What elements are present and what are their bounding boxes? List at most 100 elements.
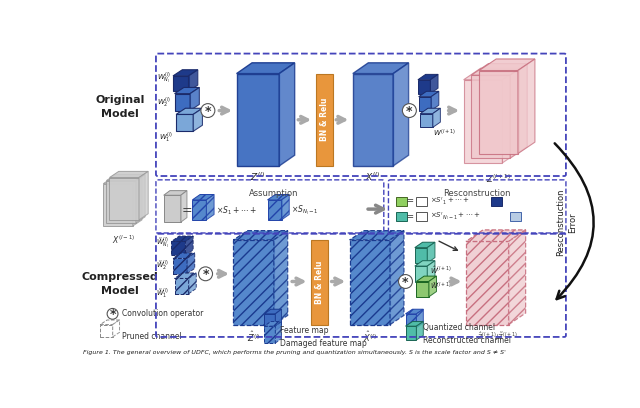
Polygon shape xyxy=(429,276,436,297)
Polygon shape xyxy=(419,91,439,97)
Bar xyxy=(417,212,428,222)
Polygon shape xyxy=(187,253,195,274)
Bar xyxy=(417,197,428,206)
Text: *: * xyxy=(109,308,116,321)
Text: $W^{(l)}_{2}$: $W^{(l)}_{2}$ xyxy=(157,96,172,110)
Text: $\hat{X}^{(l)}$: $\hat{X}^{(l)}$ xyxy=(363,329,377,344)
Text: Original
Model: Original Model xyxy=(95,95,145,119)
Polygon shape xyxy=(139,171,148,220)
Polygon shape xyxy=(234,231,288,240)
Polygon shape xyxy=(113,320,120,337)
Text: $\tilde{W}^{(l)}_{N_l}$: $\tilde{W}^{(l)}_{N_l}$ xyxy=(156,235,169,251)
Text: =: = xyxy=(182,204,192,217)
Polygon shape xyxy=(175,87,199,93)
Polygon shape xyxy=(275,309,282,331)
Polygon shape xyxy=(176,114,193,131)
Bar xyxy=(396,197,407,206)
Polygon shape xyxy=(173,253,195,258)
Text: $X^{(l)}$: $X^{(l)}$ xyxy=(365,171,381,183)
Text: $\times S_{N_l-1}$: $\times S_{N_l-1}$ xyxy=(291,204,319,217)
Polygon shape xyxy=(415,248,428,263)
Polygon shape xyxy=(237,73,279,166)
Polygon shape xyxy=(479,59,535,71)
Polygon shape xyxy=(415,266,428,282)
Polygon shape xyxy=(406,322,423,326)
Text: Damaged feature map: Damaged feature map xyxy=(280,339,367,348)
Polygon shape xyxy=(206,195,214,220)
Polygon shape xyxy=(510,64,527,158)
Polygon shape xyxy=(275,322,282,343)
Polygon shape xyxy=(463,68,520,80)
Polygon shape xyxy=(172,236,193,242)
Polygon shape xyxy=(417,309,423,328)
Polygon shape xyxy=(415,261,435,266)
Polygon shape xyxy=(472,64,527,75)
Polygon shape xyxy=(103,177,142,184)
Polygon shape xyxy=(175,278,189,294)
Polygon shape xyxy=(431,91,439,111)
Polygon shape xyxy=(234,240,274,325)
Polygon shape xyxy=(189,70,198,91)
Text: $\hat{W}^{(l+1)}$: $\hat{W}^{(l+1)}$ xyxy=(430,265,452,276)
Bar xyxy=(491,197,502,206)
Polygon shape xyxy=(268,195,289,200)
Text: Resconstruction
Error: Resconstruction Error xyxy=(556,188,577,256)
Polygon shape xyxy=(472,75,510,158)
Polygon shape xyxy=(186,236,193,255)
Text: *: * xyxy=(403,276,409,289)
Polygon shape xyxy=(268,200,282,220)
Polygon shape xyxy=(353,63,408,73)
Text: Pruned channel: Pruned channel xyxy=(122,333,182,341)
Polygon shape xyxy=(264,314,275,331)
Polygon shape xyxy=(164,195,180,222)
Polygon shape xyxy=(282,195,289,220)
Polygon shape xyxy=(173,70,198,76)
Text: Reconstructed channel: Reconstructed channel xyxy=(422,335,511,344)
Polygon shape xyxy=(176,108,202,114)
Circle shape xyxy=(201,104,215,118)
Polygon shape xyxy=(502,68,520,163)
Polygon shape xyxy=(466,242,509,325)
Text: BN & Relu: BN & Relu xyxy=(315,261,324,304)
Polygon shape xyxy=(132,177,142,226)
Polygon shape xyxy=(463,80,502,163)
Polygon shape xyxy=(264,326,275,343)
Polygon shape xyxy=(237,63,294,73)
Polygon shape xyxy=(415,242,435,248)
Polygon shape xyxy=(103,184,132,226)
Text: $\times S'_1 + \cdots +$: $\times S'_1 + \cdots +$ xyxy=(430,196,470,207)
Polygon shape xyxy=(175,273,196,278)
Text: *: * xyxy=(205,105,211,118)
Circle shape xyxy=(399,275,412,288)
Text: $W^{(l+1)}$: $W^{(l+1)}$ xyxy=(433,128,456,139)
Text: $\tilde{W}^{(l)}_{2}$: $\tilde{W}^{(l)}_{2}$ xyxy=(156,259,169,273)
Text: $Z^{(l)}$: $Z^{(l)}$ xyxy=(250,171,265,183)
Polygon shape xyxy=(164,191,187,195)
Text: *: * xyxy=(406,105,413,118)
Polygon shape xyxy=(264,322,282,326)
Polygon shape xyxy=(173,76,189,91)
Polygon shape xyxy=(420,108,440,114)
Polygon shape xyxy=(479,71,518,154)
Polygon shape xyxy=(172,242,186,255)
Text: *: * xyxy=(202,268,209,281)
Text: Quantized channel: Quantized channel xyxy=(422,323,495,332)
Text: $Z^{(l+1)}$: $Z^{(l+1)}$ xyxy=(486,172,511,184)
Polygon shape xyxy=(353,73,393,166)
Circle shape xyxy=(403,104,417,118)
Polygon shape xyxy=(106,175,145,181)
Polygon shape xyxy=(109,171,148,177)
Text: =: = xyxy=(406,196,414,206)
Polygon shape xyxy=(466,230,525,242)
Polygon shape xyxy=(417,282,429,297)
Polygon shape xyxy=(193,195,214,200)
Polygon shape xyxy=(518,59,535,154)
Polygon shape xyxy=(175,93,190,111)
Text: Resconstruction: Resconstruction xyxy=(443,189,511,198)
Text: Convolution operator: Convolution operator xyxy=(122,309,204,318)
Polygon shape xyxy=(349,231,404,240)
Polygon shape xyxy=(180,191,187,222)
Text: $\times S_1 + \cdots +$: $\times S_1 + \cdots +$ xyxy=(216,204,257,217)
Text: $W^{(l)}_{1}$: $W^{(l)}_{1}$ xyxy=(159,131,173,145)
Polygon shape xyxy=(433,108,440,127)
